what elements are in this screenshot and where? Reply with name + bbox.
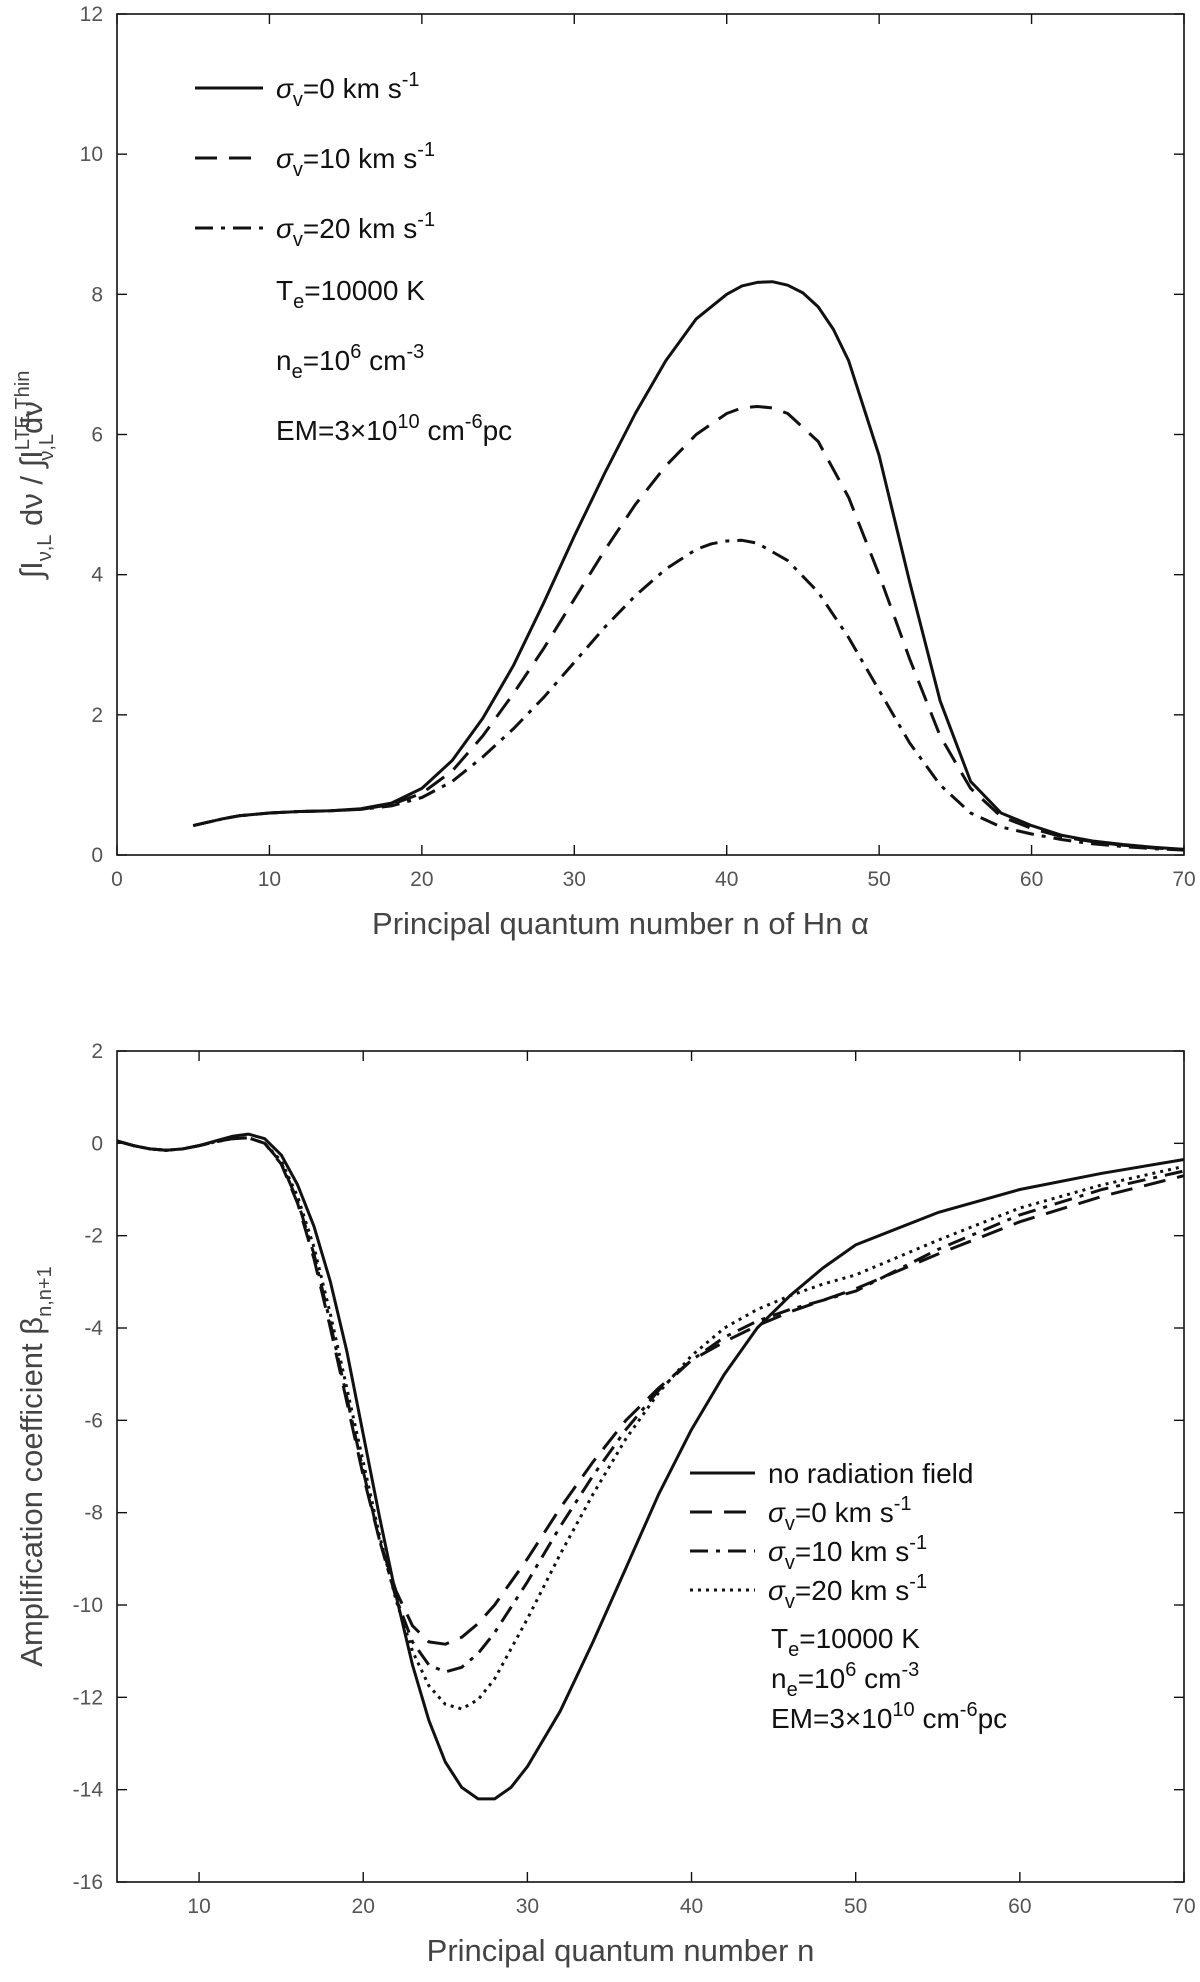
annotation-1: ne=106 cm-3 xyxy=(771,1659,919,1701)
legend-label-2: σv=10 km s-1 xyxy=(768,1532,927,1574)
legend-label-1: σv=0 km s-1 xyxy=(768,1493,912,1535)
y-axis-label: Amplification coefficient βn,n+1 xyxy=(14,1266,56,1666)
y-tick-label: 12 xyxy=(80,3,103,26)
series-line-0 xyxy=(116,1132,1185,1801)
x-tick-label: 50 xyxy=(844,1895,867,1918)
legend-label-0: σv=0 km s-1 xyxy=(276,69,420,111)
y-tick-label: -2 xyxy=(84,1225,103,1248)
y-tick-label: -10 xyxy=(73,1594,103,1617)
y-tick-label: 0 xyxy=(91,844,103,867)
y-tick-label: -6 xyxy=(84,1409,103,1432)
chart-bottom: 10 20 30 40 50 60 70 -16 -14 -12 -10 -8 -6 -4 -2 0 2 Prin… xyxy=(14,1040,1196,1968)
x-tick-label: 30 xyxy=(563,868,586,891)
x-tick-label: 20 xyxy=(352,1895,375,1918)
legend-label-1: σv=10 km s-1 xyxy=(276,139,435,181)
x-tick-label: 60 xyxy=(1008,1895,1031,1918)
y-tick-label: -14 xyxy=(73,1779,104,1802)
y-tick-label: -8 xyxy=(84,1502,103,1525)
plot-frame xyxy=(116,1050,1185,1883)
annotation-0: Te=10000 K xyxy=(771,1623,920,1661)
y-tick-label: 4 xyxy=(91,564,103,587)
annotation-1: ne=106 cm-3 xyxy=(276,341,424,383)
y-tick-label: 10 xyxy=(80,143,103,166)
series-line-1 xyxy=(192,405,1185,851)
x-tick-label: 30 xyxy=(516,1895,539,1918)
x-tick-label: 60 xyxy=(1020,868,1043,891)
y-tick-label: -12 xyxy=(73,1686,103,1709)
annotation-0: Te=10000 K xyxy=(276,275,425,313)
x-tick-label: 10 xyxy=(187,1895,210,1918)
x-tick-label: 10 xyxy=(258,868,281,891)
x-tick-label: 50 xyxy=(867,868,890,891)
x-tick-label: 40 xyxy=(680,1895,703,1918)
x-axis-label: Principal quantum number n xyxy=(427,1933,815,1968)
legend-label-0: no radiation field xyxy=(768,1458,973,1489)
y-tick-label: 8 xyxy=(91,283,103,306)
annotation-2: EM=3×1010 cm-6pc xyxy=(276,411,512,446)
x-tick-label: 0 xyxy=(111,868,123,891)
y-axis-label: ∫Iν,L dν / ∫ILTE,Thin ν,Ldν xyxy=(12,371,58,581)
x-tick-label: 40 xyxy=(715,868,738,891)
x-tick-label: 20 xyxy=(410,868,433,891)
y-tick-label: 0 xyxy=(91,1132,103,1155)
chart-top: 0 10 20 30 40 50 60 70 0 2 4 6 8 10 12 Principal quantu… xyxy=(12,3,1196,941)
annotation-2: EM=3×1010 cm-6pc xyxy=(771,1699,1007,1734)
x-axis-label: Principal quantum number n of Hn α xyxy=(372,906,869,941)
x-tick-label: 70 xyxy=(1172,868,1195,891)
legend-label-3: σv=20 km s-1 xyxy=(768,1571,927,1613)
x-tick-label: 70 xyxy=(1172,1895,1195,1918)
series-line-3 xyxy=(116,1136,1185,1711)
y-tick-label: 6 xyxy=(91,424,103,447)
y-tick-label: 2 xyxy=(91,1040,103,1063)
series-line-2 xyxy=(116,1136,1185,1674)
y-tick-label: -16 xyxy=(73,1871,103,1894)
y-tick-label: -4 xyxy=(84,1317,103,1340)
series-line-2 xyxy=(192,538,1185,852)
y-tick-label: 2 xyxy=(91,704,103,727)
legend-label-2: σv=20 km s-1 xyxy=(276,209,435,251)
